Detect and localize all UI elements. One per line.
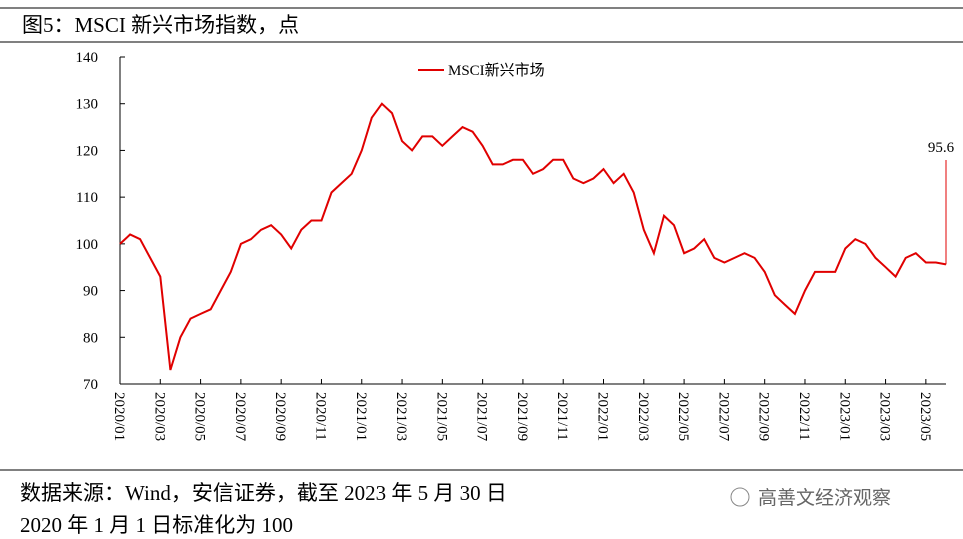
y-tick-label: 130 — [76, 97, 99, 113]
x-tick-label: 2023/01 — [836, 392, 852, 441]
x-tick-label: 2020/03 — [151, 392, 167, 441]
watermark: 高善文经济观察 — [758, 487, 891, 509]
chart-title: 图5：MSCI 新兴市场指数，点 — [22, 13, 299, 37]
source-note: 数据来源：Wind，安信证券，截至 2023 年 5 月 30 日 — [20, 481, 507, 505]
x-tick-label: 2021/05 — [433, 392, 449, 441]
x-tick-label: 2020/01 — [111, 392, 127, 441]
x-tick-label: 2022/03 — [635, 392, 651, 441]
x-tick-label: 2022/05 — [675, 392, 691, 441]
note: 2020 年 1 月 1 日标准化为 100 — [20, 513, 293, 537]
x-tick-label: 2022/11 — [796, 392, 812, 441]
x-tick-label: 2022/01 — [595, 392, 611, 441]
x-tick-label: 2020/09 — [272, 392, 288, 441]
x-tick-label: 2022/09 — [756, 392, 772, 441]
line-series — [119, 102, 947, 371]
x-tick-label: 2022/07 — [715, 392, 731, 442]
y-tick-label: 100 — [76, 237, 99, 253]
x-tick-label: 2020/07 — [232, 392, 248, 442]
x-tick-label: 2021/07 — [474, 392, 490, 442]
x-tick-label: 2023/05 — [917, 392, 933, 441]
y-tick-label: 90 — [83, 284, 98, 300]
x-tick-label: 2021/03 — [393, 392, 409, 441]
y-tick-label: 110 — [76, 190, 98, 206]
y-tick-label: 140 — [76, 50, 99, 66]
y-tick-label: 120 — [76, 143, 99, 159]
y-tick-label: 80 — [83, 330, 98, 346]
x-tick-label: 2023/03 — [877, 392, 893, 441]
x-tick-label: 2021/09 — [514, 392, 530, 441]
x-tick-label: 2021/11 — [554, 392, 570, 441]
legend-label: MSCI新兴市场 — [448, 62, 545, 79]
x-tick-label: 2021/01 — [353, 392, 369, 441]
watermark-icon — [730, 487, 750, 507]
x-tick-label: 2020/11 — [312, 392, 328, 441]
y-tick-label: 70 — [83, 377, 98, 393]
end-value-label: 95.6 — [928, 140, 955, 156]
x-tick-label: 2020/05 — [192, 392, 208, 441]
